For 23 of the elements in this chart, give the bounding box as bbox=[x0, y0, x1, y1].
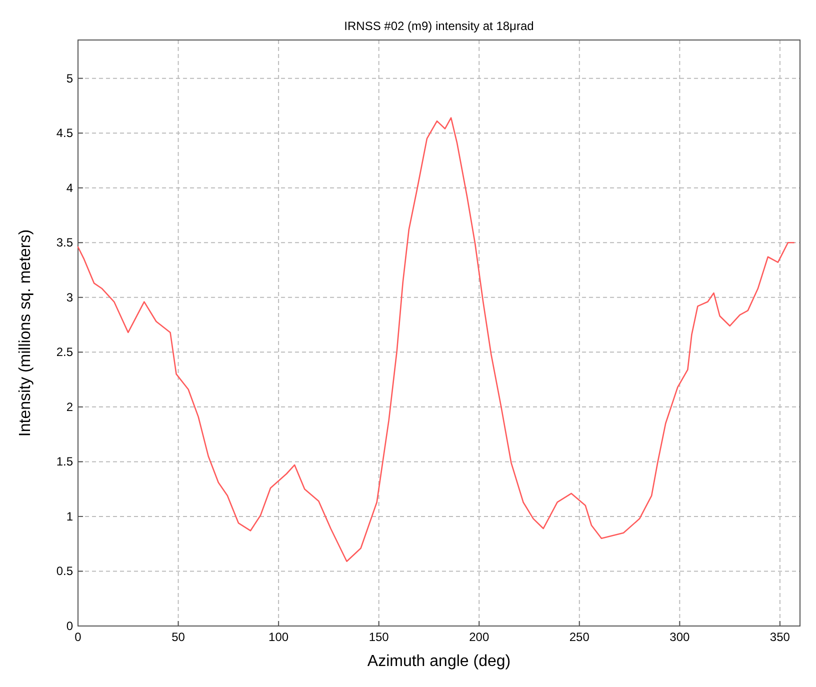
y-tick-label: 3.5 bbox=[56, 236, 74, 250]
x-tick-label: 150 bbox=[368, 630, 390, 644]
y-tick-label: 5 bbox=[66, 71, 74, 86]
y-tick-label: 3 bbox=[66, 290, 74, 304]
y-tick-label: 4.5 bbox=[56, 126, 74, 140]
x-tick-label: 50 bbox=[172, 630, 186, 644]
x-axis-title: Azimuth angle (deg) bbox=[367, 653, 511, 670]
x-tick-label: 300 bbox=[670, 630, 690, 644]
line-series bbox=[77, 117, 795, 562]
y-tick-label: 0.5 bbox=[56, 564, 74, 578]
x-tick-label: 0 bbox=[74, 630, 82, 644]
y-tick-label: 1 bbox=[66, 509, 74, 524]
y-tick-label: 2 bbox=[66, 400, 74, 414]
y-tick-label: 0 bbox=[66, 619, 74, 633]
y-tick-label: 4 bbox=[66, 180, 74, 195]
x-tick-label: 350 bbox=[770, 630, 790, 644]
x-tick-label: 250 bbox=[569, 630, 590, 644]
y-tick-label: 1.5 bbox=[56, 454, 74, 469]
chart-title: IRNSS #02 (m9) intensity at 18μrad bbox=[344, 19, 534, 33]
y-tick-label: 2.5 bbox=[56, 345, 74, 360]
y-axis-title: Intensity (millions sq. meters) bbox=[17, 229, 34, 437]
x-tick-label: 100 bbox=[268, 630, 289, 644]
x-tick-label: 200 bbox=[469, 630, 490, 644]
